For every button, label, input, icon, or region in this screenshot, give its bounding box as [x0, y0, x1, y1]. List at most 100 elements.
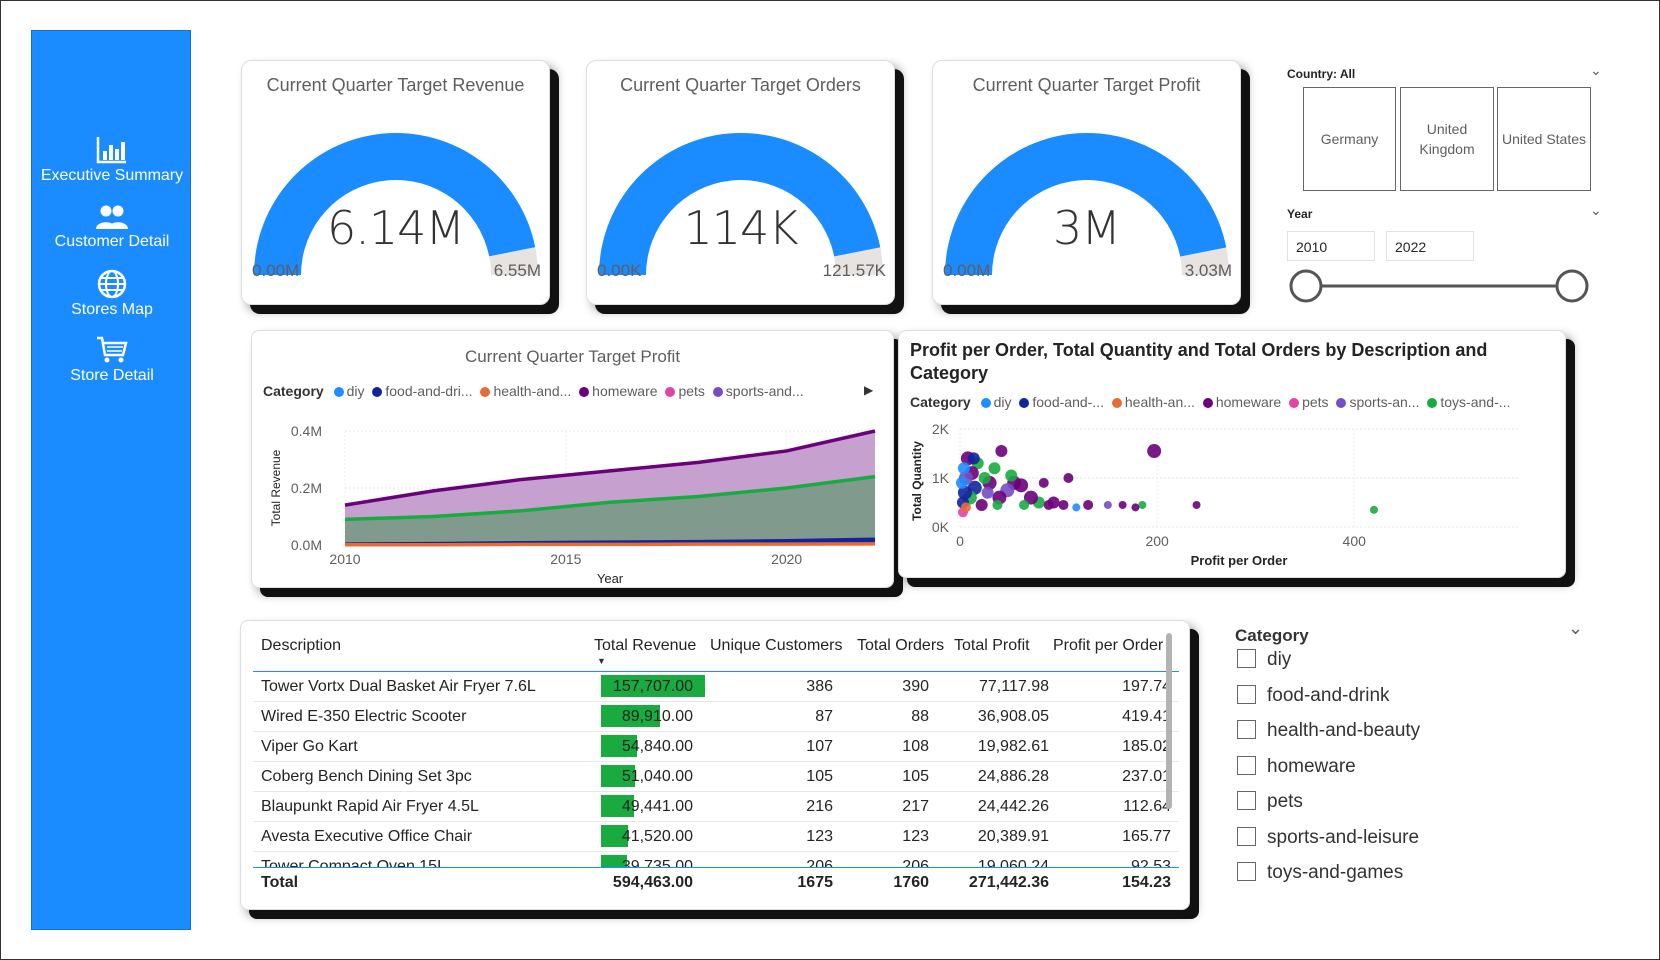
checkbox[interactable]	[1237, 684, 1256, 704]
col-header-profit-per-order[interactable]: Profit per Order	[1053, 637, 1164, 654]
legend-item-pets[interactable]: pets	[665, 383, 705, 399]
category-option-food-and-drink[interactable]: food-and-drink	[1237, 684, 1390, 707]
scatter-point[interactable]	[1023, 490, 1038, 505]
legend-item-food[interactable]: food-and-...	[1019, 394, 1104, 410]
scatter-point[interactable]	[981, 486, 994, 499]
chevron-down-icon[interactable]: ⌄	[1590, 202, 1602, 218]
scatter-point[interactable]	[957, 485, 972, 500]
scatter-point[interactable]	[1138, 500, 1147, 509]
scatter-point[interactable]	[1103, 500, 1112, 509]
scatter-point[interactable]	[1038, 477, 1049, 488]
country-tile-germany[interactable]: Germany	[1303, 87, 1396, 191]
scatter-point[interactable]	[1063, 473, 1074, 483]
legend-dot	[372, 387, 383, 397]
category-option-label: health-and-beauty	[1267, 720, 1421, 741]
col-header-total-orders[interactable]: Total Orders	[857, 637, 945, 654]
nav-customer-detail[interactable]: Customer Detail	[32, 203, 192, 251]
checkbox[interactable]	[1237, 720, 1256, 739]
y-tick-label: 0.2M	[291, 480, 322, 496]
category-option-diy[interactable]: diy	[1237, 649, 1291, 671]
col-header-total-revenue[interactable]: Total Revenue	[594, 637, 697, 654]
legend-next-arrow-icon[interactable]: ▶	[864, 383, 874, 397]
legend-item-diy[interactable]: diy	[980, 394, 1011, 410]
scatter-point[interactable]	[955, 476, 968, 489]
category-option-homeware[interactable]: homeware	[1237, 755, 1356, 778]
checkbox[interactable]	[1237, 791, 1256, 810]
legend-item-sports[interactable]: sports-and...	[712, 383, 804, 399]
cell-unique-customers: 216	[806, 798, 833, 815]
scatter-point[interactable]	[960, 502, 971, 513]
col-header-unique-customers[interactable]: Unique Customers	[710, 637, 843, 654]
legend-item-pets[interactable]: pets	[1289, 394, 1329, 410]
year-range-slider[interactable]	[1285, 268, 1595, 308]
scatter-point[interactable]	[995, 445, 1008, 458]
cell-unique-customers: 123	[806, 828, 833, 845]
total-profit: 271,442.36	[968, 874, 1049, 891]
legend-item-toys[interactable]: toys-and-...	[1427, 394, 1510, 410]
nav-store-detail[interactable]: Store Detail	[32, 335, 192, 385]
cell-total-revenue: 89,910.00	[621, 708, 693, 725]
legend-item-homeware[interactable]: homeware	[1202, 394, 1281, 410]
scatter-point[interactable]	[1083, 499, 1094, 510]
country-tile-united-states[interactable]: United States	[1497, 87, 1591, 191]
scatter-point[interactable]	[1192, 500, 1201, 509]
scatter-point[interactable]	[975, 498, 988, 511]
year-to-input[interactable]: 2022	[1386, 231, 1474, 261]
nav-stores-map[interactable]: Stores Map	[32, 269, 192, 319]
scatter-point[interactable]	[1369, 505, 1378, 514]
table-row[interactable]: Tower Vortx Dual Basket Air Fryer 7.6L 15…	[253, 672, 1179, 702]
legend-item-homeware[interactable]: homeware	[579, 383, 658, 399]
slider-handle-start[interactable]	[1289, 269, 1323, 303]
chevron-down-icon[interactable]: ⌄	[1568, 618, 1584, 638]
col-header-total-profit[interactable]: Total Profit	[954, 637, 1030, 654]
category-option-sports-and-leisure[interactable]: sports-and-leisure	[1237, 826, 1420, 849]
chevron-down-icon[interactable]: ⌄	[1590, 62, 1602, 78]
globe-icon	[97, 269, 127, 299]
scatter-point[interactable]	[1019, 499, 1030, 510]
category-option-health-and-beauty[interactable]: health-and-beauty	[1237, 720, 1420, 742]
line-health-and-beauty[interactable]	[345, 542, 876, 547]
table-row[interactable]: Coberg Bench Dining Set 3pc 51,040.00 105 1…	[253, 762, 1179, 792]
scatter-point[interactable]	[1005, 469, 1018, 482]
scatter-point[interactable]	[1072, 503, 1081, 512]
legend-item-health[interactable]: health-an...	[1111, 394, 1195, 410]
table-row[interactable]: Viper Go Kart 54,840.00 107 108 19,982.61 185…	[253, 732, 1179, 762]
scatter-point[interactable]	[1118, 500, 1127, 509]
legend-item-food[interactable]: food-and-dri...	[372, 383, 473, 399]
legend-item-health[interactable]: health-and...	[480, 383, 571, 399]
scatter-point[interactable]	[992, 499, 1003, 510]
checkbox[interactable]	[1237, 755, 1256, 775]
category-option-toys-and-games[interactable]: toys-and-games	[1237, 862, 1403, 884]
scatter-point[interactable]	[967, 452, 980, 465]
checkbox[interactable]	[1237, 862, 1256, 881]
scatter-point[interactable]	[1058, 499, 1069, 510]
legend-dot	[1111, 398, 1122, 408]
table-row[interactable]: Wired E-350 Electric Scooter 89,910.00 87 8…	[253, 702, 1179, 732]
scatter-point[interactable]	[957, 462, 970, 475]
scatter-point[interactable]	[1147, 444, 1162, 459]
table-row[interactable]: Avesta Executive Office Chair 41,520.00 12…	[253, 822, 1179, 852]
col-header-description[interactable]: Description	[261, 637, 342, 654]
table-scrollbar[interactable]	[1166, 633, 1172, 809]
line-homeware[interactable]	[344, 429, 876, 507]
cell-total-orders: 390	[902, 678, 929, 695]
scatter-point[interactable]	[988, 462, 1001, 475]
country-tile-united-kingdom[interactable]: United Kingdom	[1400, 87, 1494, 191]
scatter-point[interactable]	[1131, 503, 1140, 512]
checkbox[interactable]	[1237, 649, 1256, 668]
year-from-input[interactable]: 2010	[1287, 231, 1375, 261]
cell-total-profit: 36,908.05	[977, 708, 1049, 725]
gauge-title: Current Quarter Target Profit	[972, 75, 1201, 95]
table-row[interactable]: Blaupunkt Rapid Air Fryer 4.5L 49,441.00 2…	[253, 792, 1179, 822]
category-option-pets[interactable]: pets	[1237, 791, 1303, 813]
category-option-label: sports-and-leisure	[1267, 826, 1420, 848]
scatter-point[interactable]	[1043, 499, 1054, 510]
legend-item-sports[interactable]: sports-an...	[1336, 394, 1419, 410]
scatter-point[interactable]	[978, 472, 991, 484]
revenue-data-bar	[601, 735, 638, 757]
checkbox[interactable]	[1237, 826, 1256, 846]
line-toys-and-games[interactable]	[344, 474, 876, 522]
nav-executive-summary[interactable]: Executive Summary	[32, 135, 192, 185]
legend-item-diy[interactable]: diy	[333, 383, 364, 399]
slider-handle-end[interactable]	[1555, 269, 1589, 303]
